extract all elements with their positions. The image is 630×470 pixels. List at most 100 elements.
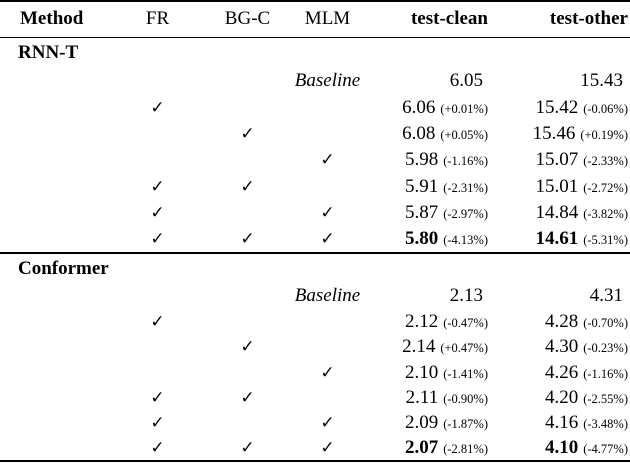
relative-change: (-5.31%) (583, 233, 628, 248)
wer-test-clean: 6.06 (402, 96, 436, 118)
relative-change: (-1.41%) (443, 366, 488, 381)
table-row: ✓ 2.12 (-0.47%) 4.28 (-0.70%) (0, 309, 630, 334)
table-row: ✓ 6.06 (+0.01%) 15.42 (-0.06%) (0, 94, 630, 120)
checkmark-icon: ✓ (150, 387, 165, 407)
checkmark-icon: ✓ (240, 229, 255, 249)
wer-test-other: 4.31 (589, 285, 623, 307)
relative-change (483, 290, 488, 304)
checkmark-icon: ✓ (150, 97, 165, 117)
checkmark-icon: ✓ (240, 337, 255, 357)
relative-change: (+0.01%) (440, 101, 488, 116)
baseline-label: Baseline (294, 70, 361, 92)
wer-test-other: 4.30 (544, 336, 579, 358)
checkmark-icon: ✓ (320, 413, 335, 433)
relative-change: (-0.47%) (443, 315, 488, 330)
table-row: Baseline 2.13 4.31 (0, 284, 630, 309)
wer-test-other: 4.10 (544, 437, 579, 459)
relative-change: (-2.55%) (583, 391, 628, 406)
column-header-fr: FR (110, 1, 205, 38)
checkmark-icon: ✓ (150, 203, 165, 223)
relative-change: (-1.16%) (583, 366, 628, 381)
relative-change (623, 290, 628, 304)
checkmark-icon: ✓ (150, 176, 165, 196)
wer-test-other: 4.26 (544, 361, 579, 383)
section-row-rnnt: RNN-T (0, 37, 630, 68)
section-row-conformer: Conformer (0, 251, 630, 284)
column-header-mlm: MLM (290, 1, 365, 38)
table-row: Baseline 6.05 15.43 (0, 68, 630, 94)
checkmark-icon: ✓ (150, 311, 165, 331)
table-row-best: ✓ ✓ ✓ 5.80 (-4.13%) 14.61 (-5.31%) (0, 226, 630, 252)
checkmark-icon: ✓ (320, 150, 335, 170)
wer-test-clean: 2.10 (404, 361, 439, 383)
table-row: ✓ ✓ 2.11 (-0.90%) 4.20 (-2.55%) (0, 385, 630, 410)
wer-test-clean: 5.91 (404, 175, 439, 197)
relative-change: (-2.72%) (583, 180, 628, 195)
checkmark-icon: ✓ (320, 203, 335, 223)
relative-change: (-3.48%) (583, 417, 628, 432)
section-title: RNN-T (18, 41, 79, 63)
checkmark-icon: ✓ (240, 438, 255, 458)
relative-change: (-4.13%) (443, 233, 488, 248)
checkmark-icon: ✓ (320, 362, 335, 382)
wer-test-other: 4.16 (544, 412, 579, 434)
wer-test-other: 15.07 (535, 149, 579, 171)
table-row: ✓ 2.14 (+0.47%) 4.30 (-0.23%) (0, 335, 630, 360)
checkmark-icon: ✓ (150, 413, 165, 433)
wer-test-clean: 2.11 (405, 386, 439, 408)
relative-change: (-0.23%) (583, 341, 628, 356)
wer-test-clean: 2.14 (402, 336, 436, 358)
wer-test-other: 15.43 (580, 70, 623, 92)
relative-change: (-0.70%) (583, 315, 628, 330)
relative-change (623, 75, 628, 89)
checkmark-icon: ✓ (320, 229, 335, 249)
checkmark-icon: ✓ (320, 438, 335, 458)
column-header-bgc: BG-C (205, 1, 290, 38)
table-row: ✓ 5.98 (-1.16%) 15.07 (-2.33%) (0, 147, 630, 173)
relative-change: (-2.31%) (443, 180, 488, 195)
table-row-best: ✓ ✓ ✓ 2.07 (-2.81%) 4.10 (-4.77%) (0, 436, 630, 461)
relative-change: (-2.81%) (443, 442, 488, 457)
checkmark-icon: ✓ (150, 229, 165, 249)
wer-test-other: 14.84 (535, 202, 579, 224)
relative-change: (-1.16%) (443, 154, 488, 169)
wer-test-clean: 2.09 (404, 412, 439, 434)
wer-test-other: 4.20 (544, 386, 579, 408)
relative-change: (-4.77%) (583, 442, 628, 457)
wer-test-clean: 2.12 (404, 310, 439, 332)
relative-change: (+0.05%) (440, 127, 488, 142)
relative-change: (+0.47%) (440, 341, 488, 356)
wer-test-other: 15.46 (532, 122, 576, 144)
relative-change: (-2.97%) (443, 207, 488, 222)
header-row: Method FR BG-C MLM test-clean test-other (0, 1, 630, 38)
wer-test-other: 15.42 (535, 96, 579, 118)
section-title: Conformer (0, 251, 630, 284)
wer-test-other: 14.61 (535, 228, 579, 250)
wer-test-clean: 5.98 (404, 149, 439, 171)
checkmark-icon: ✓ (240, 123, 255, 143)
wer-test-clean: 6.08 (402, 122, 436, 144)
relative-change: (-0.06%) (583, 101, 628, 116)
wer-test-clean: 5.87 (404, 202, 439, 224)
table-row: ✓ 2.10 (-1.41%) 4.26 (-1.16%) (0, 360, 630, 385)
relative-change: (-1.87%) (443, 417, 488, 432)
table-row: ✓ 6.08 (+0.05%) 15.46 (+0.19%) (0, 121, 630, 147)
relative-change: (-3.82%) (583, 207, 628, 222)
checkmark-icon: ✓ (240, 176, 255, 196)
relative-change (483, 75, 488, 89)
wer-test-other: 15.01 (535, 175, 579, 197)
wer-test-clean: 5.80 (404, 228, 439, 250)
checkmark-icon: ✓ (150, 438, 165, 458)
baseline-label: Baseline (294, 285, 361, 307)
relative-change: (-0.90%) (443, 391, 488, 406)
column-header-test-clean: test-clean (365, 1, 495, 38)
wer-test-clean: 2.07 (404, 437, 439, 459)
wer-test-clean: 6.05 (449, 70, 483, 92)
checkmark-icon: ✓ (240, 387, 255, 407)
wer-test-clean: 2.13 (449, 285, 483, 307)
table-row: ✓ ✓ 5.87 (-2.97%) 14.84 (-3.82%) (0, 200, 630, 226)
column-header-method: Method (0, 1, 110, 38)
table-row: ✓ ✓ 5.91 (-2.31%) 15.01 (-2.72%) (0, 174, 630, 200)
